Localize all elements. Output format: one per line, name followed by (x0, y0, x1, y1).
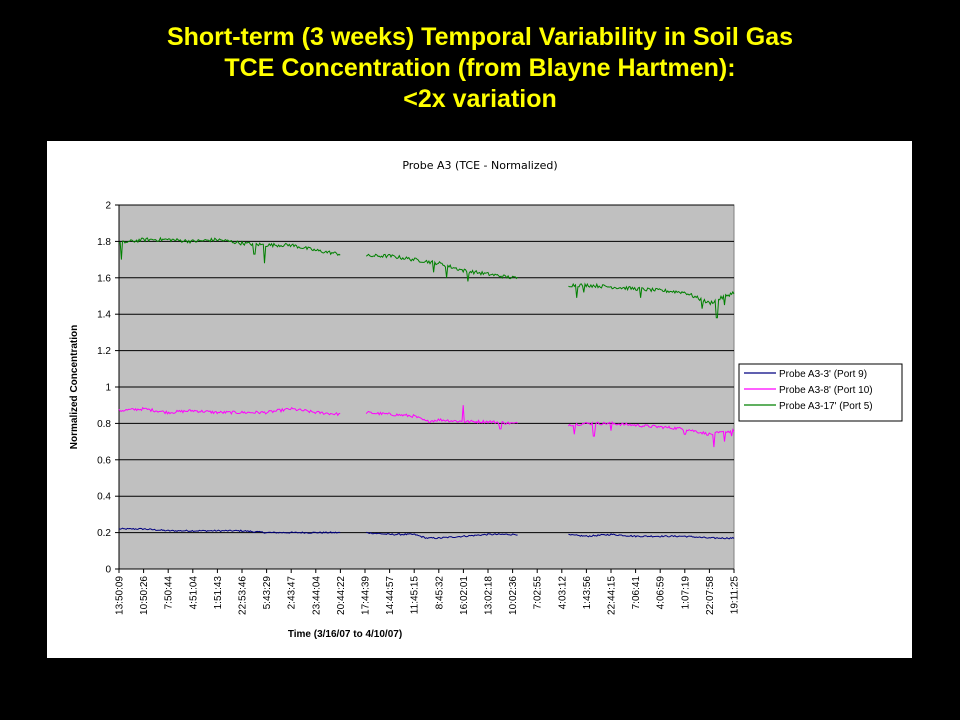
x-tick-label: 20:44:22 (336, 576, 347, 615)
y-tick-label: 1 (105, 383, 111, 394)
y-tick-label: 1.8 (97, 237, 111, 248)
legend-entry: Probe A3-17' (Port 5) (779, 401, 873, 412)
y-tick-label: 0.2 (97, 528, 111, 539)
x-tick-label: 7:06:41 (631, 576, 642, 610)
y-tick-label: 1.4 (97, 310, 111, 321)
x-tick-label: 1:43:56 (582, 576, 593, 610)
x-axis-label: Time (3/16/07 to 4/10/07) (288, 629, 402, 640)
x-tick-label: 11:45:15 (410, 576, 421, 615)
x-tick-label: 17:44:39 (361, 576, 372, 615)
x-tick-label: 1:51:43 (213, 576, 224, 610)
x-tick-label: 4:03:12 (557, 576, 568, 610)
x-tick-label: 16:02:01 (459, 576, 470, 615)
legend: Probe A3-3' (Port 9) Probe A3-8' (Port 10… (738, 363, 903, 422)
x-tick-label: 4:51:04 (188, 576, 199, 610)
x-tick-label: 8:45:32 (434, 576, 445, 610)
x-tick-label: 22:53:46 (238, 576, 249, 615)
x-tick-label: 19:11:25 (730, 576, 741, 615)
chart-title: Probe A3 (TCE - Normalized) (402, 159, 557, 172)
x-tick-label: 13:02:18 (484, 576, 495, 615)
series-lines (118, 236, 735, 540)
y-axis-ticks: 0 0.2 0.4 0.6 0.8 1 1.2 1.4 1.6 1.8 2 (97, 201, 734, 576)
y-tick-label: 0 (105, 565, 111, 576)
slide-title-line-3: <2x variation (403, 85, 557, 113)
x-tick-label: 4:06:59 (656, 576, 667, 610)
x-tick-label: 10:50:26 (139, 576, 150, 615)
x-tick-label: 1:07:19 (680, 576, 691, 610)
x-tick-label: 10:02:36 (508, 576, 519, 615)
x-tick-label: 22:44:15 (607, 576, 618, 615)
x-tick-label: 14:44:57 (385, 576, 396, 615)
slide-title: Short-term (3 weeks) Temporal Variabilit… (0, 22, 960, 115)
chart-panel: Probe A3 (TCE - Normalized) 0 0.2 0.4 0.6 0.… (47, 141, 912, 658)
line-chart: Probe A3 (TCE - Normalized) 0 0.2 0.4 0.6 0.… (69, 159, 903, 640)
legend-entry: Probe A3-3' (Port 9) (779, 369, 867, 380)
y-tick-label: 2 (105, 201, 111, 212)
x-tick-label: 13:50:09 (115, 576, 126, 615)
y-tick-label: 1.2 (97, 346, 111, 357)
y-tick-label: 0.4 (97, 492, 111, 503)
series-line-3 (118, 236, 735, 319)
legend-entry: Probe A3-8' (Port 10) (779, 385, 873, 396)
y-axis-label: Normalized Concentration (69, 325, 80, 449)
series-line-2 (118, 405, 735, 448)
x-axis-ticks: 13:50:09 10:50:26 7:50:44 4:51:04 1:51:43 22:… (115, 569, 741, 615)
gridlines (119, 204, 734, 534)
x-tick-label: 7:02:55 (533, 576, 544, 610)
x-tick-label: 7:50:44 (164, 576, 175, 610)
x-tick-label: 22:07:58 (705, 576, 716, 615)
x-tick-label: 23:44:04 (311, 576, 322, 615)
series-line-1 (118, 527, 735, 540)
slide-title-line-1: Short-term (3 weeks) Temporal Variabilit… (166, 23, 794, 51)
y-tick-label: 0.6 (97, 455, 111, 466)
x-tick-label: 5:43:29 (262, 576, 273, 610)
slide-title-line-2: TCE Concentration (from Blayne Hartmen): (224, 54, 736, 82)
x-tick-label: 2:43:47 (287, 576, 298, 610)
y-tick-label: 0.8 (97, 419, 111, 430)
y-tick-label: 1.6 (97, 273, 111, 284)
